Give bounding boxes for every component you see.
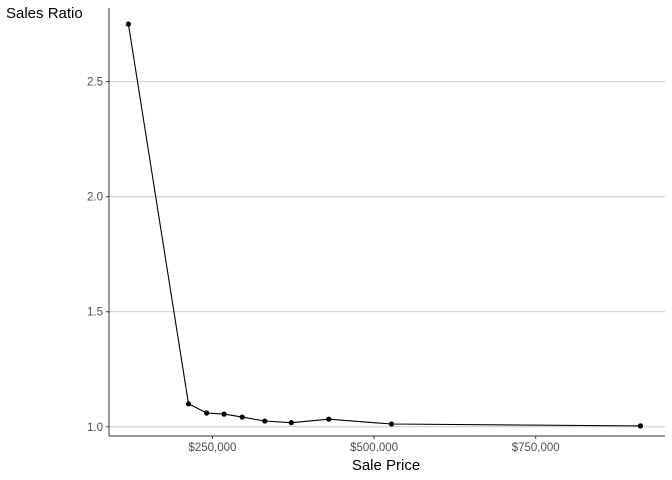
y-tick-label: 2.5	[87, 77, 103, 89]
x-tick-label: $250,000	[188, 442, 236, 454]
data-point	[125, 21, 131, 27]
data-point	[388, 421, 395, 427]
series-line	[127, 24, 641, 427]
data-point	[637, 423, 644, 429]
x-tick-label: $750,000	[512, 442, 560, 454]
y-tick-label: 1.0	[87, 422, 103, 434]
data-point	[204, 410, 210, 416]
y-tick-label: 2.0	[87, 192, 103, 204]
data-point	[239, 414, 245, 420]
y-tick-label: 1.5	[87, 307, 103, 319]
y-axis-title: Sales Ratio	[6, 5, 83, 22]
data-point	[262, 418, 268, 424]
data-point	[288, 420, 294, 426]
x-tick-label: $500,000	[350, 442, 398, 454]
x-axis-title: Sale Price	[352, 457, 420, 474]
data-point	[221, 411, 227, 417]
data-point	[185, 401, 192, 407]
data-point	[326, 416, 332, 422]
